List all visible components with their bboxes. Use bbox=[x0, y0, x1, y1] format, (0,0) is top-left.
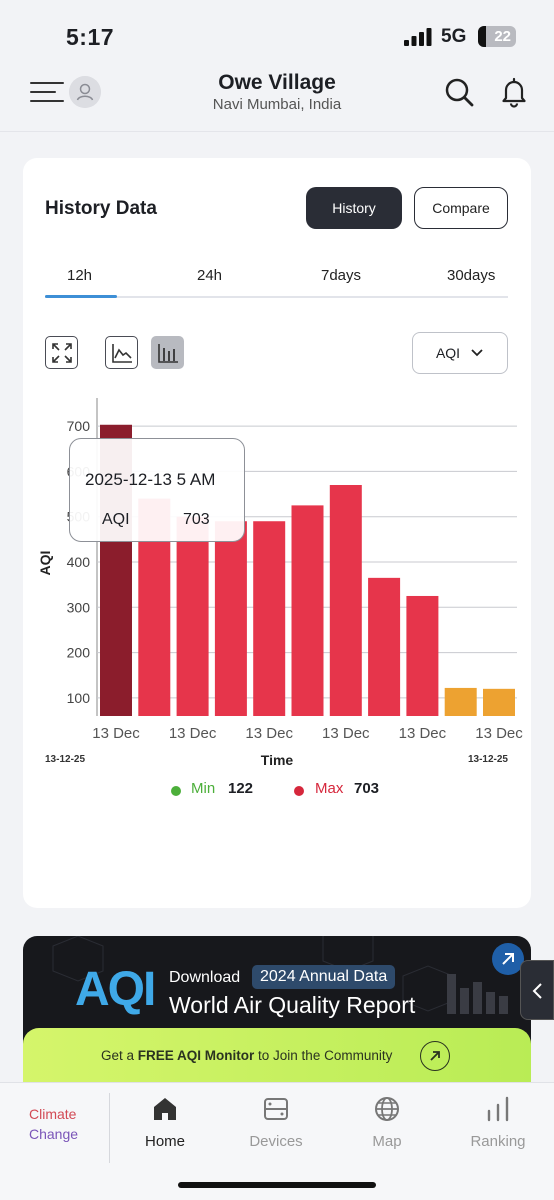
x-tick-label: 13 Dec bbox=[475, 725, 523, 742]
battery-icon: 22 bbox=[478, 26, 516, 47]
banner-report-title: World Air Quality Report bbox=[169, 992, 416, 1018]
expand-icon bbox=[51, 342, 72, 363]
menu-icon[interactable] bbox=[30, 80, 64, 104]
metric-select[interactable]: AQI bbox=[412, 332, 508, 374]
bottom-nav: Climate Change Home Devices Map bbox=[0, 1082, 554, 1200]
bar-3[interactable] bbox=[214, 521, 247, 716]
cta-arrow-button[interactable] bbox=[420, 1041, 450, 1071]
y-tick-label: 300 bbox=[67, 599, 91, 615]
side-drawer-toggle[interactable] bbox=[520, 960, 554, 1020]
y-tick-label: 700 bbox=[67, 418, 91, 434]
x-axis-title: Time bbox=[261, 752, 294, 768]
active-tab-indicator bbox=[45, 295, 117, 298]
ranking-icon bbox=[487, 1096, 509, 1122]
globe-icon bbox=[375, 1097, 399, 1121]
devices-icon bbox=[264, 1098, 288, 1120]
annual-report-banner[interactable]: AQI Download 2024 Annual Data World Air … bbox=[23, 936, 531, 1086]
arrow-up-right-icon bbox=[502, 953, 514, 965]
page-title: Owe Village bbox=[218, 71, 336, 94]
bar-9[interactable] bbox=[444, 687, 477, 716]
bar-chart-icon bbox=[157, 343, 178, 363]
chevron-down-icon bbox=[471, 349, 483, 357]
card-title: History Data bbox=[45, 198, 157, 219]
banner-pill: 2024 Annual Data bbox=[252, 965, 396, 989]
chevron-left-icon bbox=[532, 983, 542, 999]
aqi-logo: AQI bbox=[75, 963, 156, 1016]
compare-button[interactable]: Compare bbox=[414, 187, 508, 229]
status-time: 5:17 bbox=[66, 24, 115, 50]
legend-max-label: Max bbox=[315, 780, 344, 797]
network-type: 5G bbox=[441, 26, 467, 47]
bar-chart-toggle[interactable] bbox=[151, 336, 184, 369]
bar-2[interactable] bbox=[176, 516, 209, 716]
y-tick-label: 100 bbox=[67, 690, 91, 706]
page-subtitle: Navi Mumbai, India bbox=[212, 96, 342, 113]
search-icon[interactable] bbox=[443, 76, 475, 108]
signal-icon bbox=[404, 28, 432, 46]
free-monitor-cta[interactable]: Get a FREE AQI Monitor to Join the Commu… bbox=[23, 1028, 531, 1086]
tab-12h[interactable]: 12h bbox=[67, 267, 93, 284]
bar-10[interactable] bbox=[483, 688, 515, 716]
home-icon bbox=[154, 1098, 176, 1120]
nav-divider bbox=[109, 1093, 110, 1163]
expand-button[interactable] bbox=[45, 336, 78, 369]
avatar[interactable] bbox=[69, 76, 101, 108]
bar-8[interactable] bbox=[406, 595, 439, 716]
app-header: Owe Village Navi Mumbai, India bbox=[0, 62, 554, 132]
bar-7[interactable] bbox=[368, 577, 401, 716]
x-tick-label: 13 Dec bbox=[92, 725, 140, 742]
x-tick-label: 13 Dec bbox=[245, 725, 293, 742]
nav-map[interactable]: Map bbox=[342, 1095, 432, 1150]
x-tick-label: 13 Dec bbox=[169, 725, 217, 742]
nav-ranking[interactable]: Ranking bbox=[453, 1095, 543, 1150]
chart-tooltip: 2025-12-13 5 AM AQI 703 bbox=[69, 438, 245, 542]
nav-home[interactable]: Home bbox=[120, 1095, 210, 1150]
open-report-button[interactable] bbox=[492, 943, 524, 975]
tab-7days[interactable]: 7days bbox=[321, 267, 362, 284]
banner-background bbox=[52, 936, 508, 1014]
arrow-up-right-icon bbox=[430, 1051, 440, 1061]
x-tick-label: 13 Dec bbox=[322, 725, 370, 742]
tooltip-value: 703 bbox=[183, 511, 210, 528]
legend-min-label: Min bbox=[191, 780, 216, 797]
tooltip-date: 2025-12-13 5 AM bbox=[85, 470, 216, 489]
tab-24h[interactable]: 24h bbox=[197, 267, 223, 284]
range-end-label: 13-12-25 bbox=[468, 754, 508, 765]
max-dot-icon bbox=[294, 786, 304, 796]
legend-max-value: 703 bbox=[354, 780, 380, 797]
x-tick-label: 13 Dec bbox=[399, 725, 447, 742]
bar-6[interactable] bbox=[329, 485, 362, 716]
time-range-tabs: 12h 24h 7days 30days bbox=[45, 266, 508, 298]
y-tick-label: 400 bbox=[67, 554, 91, 570]
nav-devices[interactable]: Devices bbox=[231, 1095, 321, 1150]
bar-5[interactable] bbox=[291, 505, 324, 716]
status-bar: 5:17 5G 22 bbox=[0, 0, 554, 70]
bar-4[interactable] bbox=[253, 521, 286, 716]
history-card: History Data History Compare 12h 24h 7da… bbox=[23, 158, 531, 908]
chart-legend: Min 122 Max 703 bbox=[23, 780, 531, 800]
history-button[interactable]: History bbox=[306, 187, 402, 229]
home-indicator bbox=[178, 1182, 376, 1188]
y-tick-label: 200 bbox=[67, 645, 91, 661]
climate-change-link[interactable]: Climate Change bbox=[29, 1106, 79, 1142]
range-start-label: 13-12-25 bbox=[45, 754, 85, 765]
cta-text: Get a FREE AQI Monitor to Join the Commu… bbox=[101, 1048, 393, 1063]
metric-select-value: AQI bbox=[435, 345, 461, 361]
line-chart-toggle[interactable] bbox=[105, 336, 138, 369]
banner-download-text: Download bbox=[169, 969, 241, 986]
tab-30days[interactable]: 30days bbox=[447, 267, 496, 284]
y-axis-title: AQI bbox=[37, 551, 53, 576]
min-dot-icon bbox=[171, 786, 181, 796]
legend-min-value: 122 bbox=[228, 780, 254, 797]
bell-icon[interactable] bbox=[498, 76, 530, 108]
tooltip-label: AQI bbox=[102, 511, 130, 528]
line-chart-icon bbox=[111, 343, 132, 363]
